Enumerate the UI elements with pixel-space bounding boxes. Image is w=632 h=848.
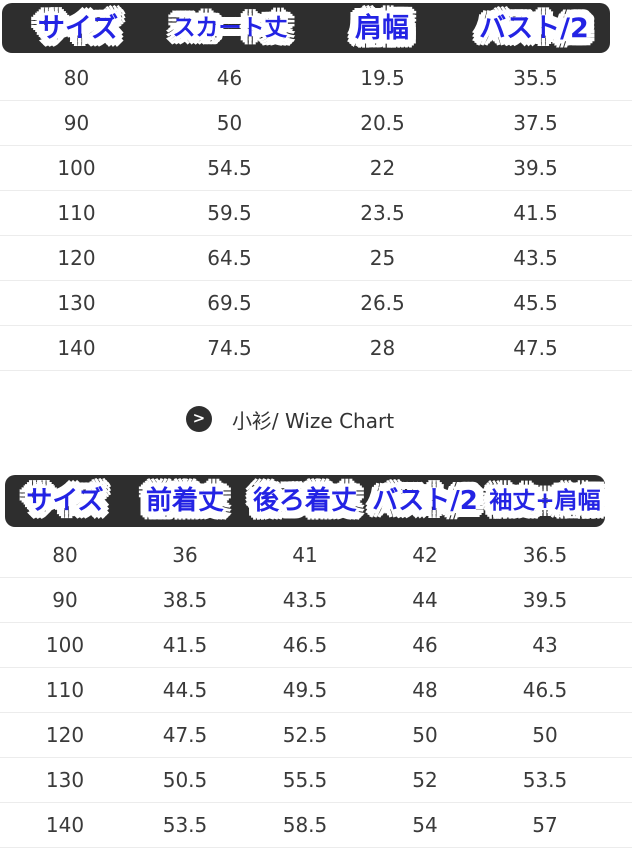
table-cell: 46.5 [282, 633, 328, 657]
table-cell: 36 [172, 543, 198, 567]
table2-header-bar: サイズ 前着丈 後ろ着丈 バスト/2 袖丈+肩幅 [5, 475, 605, 527]
table-cell: 120 [57, 246, 96, 270]
table-cell: 50 [216, 111, 243, 135]
table-cell: 23.5 [360, 201, 405, 225]
table-cell: 20.5 [360, 111, 405, 135]
table-cell: 42 [412, 543, 438, 567]
chevron-right-icon: > [185, 406, 212, 432]
table-cell: 38.5 [162, 588, 208, 612]
table-cell: 64.5 [207, 246, 252, 270]
table-cell: 59.5 [207, 201, 252, 225]
table-cell: 100 [57, 156, 96, 180]
header-shoulder-width: 肩幅 [355, 12, 409, 44]
table-cell: 50 [532, 723, 558, 747]
table-cell: 90 [63, 111, 90, 135]
table-cell: 25 [369, 246, 396, 270]
table-row: 130 69.5 26.5 45.5 [0, 281, 632, 326]
table-cell: 37.5 [513, 111, 558, 135]
table-row: 90 50 20.5 37.5 [0, 101, 632, 146]
table-row: 140 53.5 58.5 54 57 [0, 803, 632, 848]
table-row: 110 59.5 23.5 41.5 [0, 191, 632, 236]
section-divider: > 小衫/ Wize Chart [0, 397, 632, 441]
header-front-length: 前着丈 [145, 486, 224, 516]
table-cell: 28 [369, 336, 396, 360]
header-bust-half: バスト/2 [372, 486, 478, 516]
header-size: サイズ [26, 486, 104, 516]
table-cell: 90 [52, 588, 78, 612]
table-cell: 39.5 [513, 156, 558, 180]
table-cell: 69.5 [207, 291, 252, 315]
table-cell: 49.5 [282, 678, 328, 702]
header-skirt-length: スカート丈 [172, 14, 288, 41]
header-size: サイズ [37, 12, 119, 44]
table-cell: 110 [57, 201, 96, 225]
table-cell: 46.5 [522, 678, 568, 702]
table-cell: 47.5 [513, 336, 558, 360]
table-cell: 22 [369, 156, 396, 180]
table-cell: 53.5 [162, 813, 208, 837]
table-row: 140 74.5 28 47.5 [0, 326, 632, 371]
header-sleeve-plus-shoulder: 袖丈+肩幅 [489, 487, 601, 514]
table-row: 130 50.5 55.5 52 53.5 [0, 758, 632, 803]
table-row: 120 64.5 25 43.5 [0, 236, 632, 281]
table-cell: 41 [292, 543, 318, 567]
table-cell: 140 [57, 336, 96, 360]
table2-body: 80 36 41 42 36.5 90 38.5 43.5 44 39.5 10… [0, 533, 632, 848]
table-row: 100 41.5 46.5 46 43 [0, 623, 632, 668]
table-cell: 46 [412, 633, 438, 657]
table-cell: 52 [412, 768, 438, 792]
table-cell: 52.5 [282, 723, 328, 747]
table-cell: 46 [216, 66, 243, 90]
table-cell: 80 [52, 543, 78, 567]
table-cell: 43 [532, 633, 558, 657]
table-cell: 55.5 [282, 768, 328, 792]
table-cell: 50.5 [162, 768, 208, 792]
table-cell: 54 [412, 813, 438, 837]
table-cell: 41.5 [513, 201, 558, 225]
size-chart-page: サイズ スカート丈 肩幅 バスト/2 80 46 19.5 35.5 90 50… [0, 3, 632, 848]
table-cell: 120 [45, 723, 85, 747]
table-cell: 19.5 [360, 66, 405, 90]
table-cell: 80 [63, 66, 90, 90]
table-row: 80 36 41 42 36.5 [0, 533, 632, 578]
table-row: 80 46 19.5 35.5 [0, 56, 632, 101]
table-row: 120 47.5 52.5 50 50 [0, 713, 632, 758]
table-cell: 130 [57, 291, 96, 315]
table-cell: 48 [412, 678, 438, 702]
table-cell: 36.5 [522, 543, 568, 567]
table1-body: 80 46 19.5 35.5 90 50 20.5 37.5 100 54.5… [0, 56, 632, 371]
table-cell: 41.5 [162, 633, 208, 657]
table-cell: 44 [412, 588, 438, 612]
header-bust-half: バスト/2 [479, 12, 589, 44]
table-cell: 47.5 [162, 723, 208, 747]
table-cell: 43.5 [282, 588, 328, 612]
table-cell: 26.5 [360, 291, 405, 315]
chevron-glyph: > [192, 408, 206, 427]
table-row: 100 54.5 22 39.5 [0, 146, 632, 191]
table-cell: 54.5 [207, 156, 252, 180]
header-back-length: 後ろ着丈 [252, 486, 357, 516]
table-cell: 58.5 [282, 813, 328, 837]
table-cell: 140 [45, 813, 85, 837]
table-cell: 35.5 [513, 66, 558, 90]
table-cell: 110 [45, 678, 85, 702]
table-cell: 100 [45, 633, 85, 657]
table-cell: 57 [532, 813, 558, 837]
table-cell: 45.5 [513, 291, 558, 315]
table-row: 110 44.5 49.5 48 46.5 [0, 668, 632, 713]
table-cell: 43.5 [513, 246, 558, 270]
table-cell: 44.5 [162, 678, 208, 702]
table-cell: 50 [412, 723, 438, 747]
table-cell: 130 [45, 768, 85, 792]
section-title: 小衫/ Wize Chart [231, 408, 395, 433]
table1-header-bar: サイズ スカート丈 肩幅 バスト/2 [2, 3, 610, 53]
table-cell: 74.5 [207, 336, 252, 360]
table-cell: 53.5 [522, 768, 568, 792]
table-cell: 39.5 [522, 588, 568, 612]
table-row: 90 38.5 43.5 44 39.5 [0, 578, 632, 623]
